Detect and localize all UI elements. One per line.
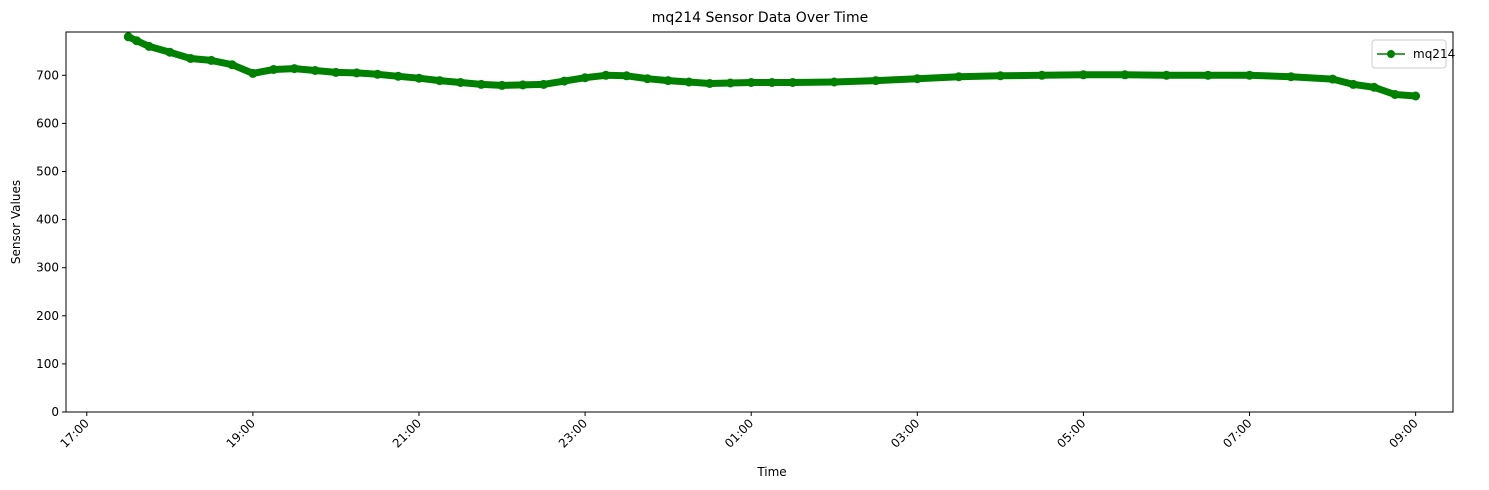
data-point bbox=[1286, 72, 1296, 82]
x-tick-label: 21:00 bbox=[390, 416, 424, 450]
data-point bbox=[1348, 79, 1358, 89]
y-axis: 0 100 200 300 400 500 600 700 bbox=[36, 68, 66, 419]
data-point bbox=[186, 54, 196, 63]
legend-marker-swatch bbox=[1387, 50, 1395, 58]
data-point bbox=[435, 76, 445, 86]
plot-area bbox=[123, 32, 1421, 101]
y-tick-label: 300 bbox=[36, 261, 59, 275]
data-point bbox=[497, 80, 507, 90]
series-markers-mq214 bbox=[123, 32, 1421, 101]
data-point bbox=[476, 79, 486, 89]
data-point bbox=[1390, 90, 1400, 99]
data-point bbox=[767, 78, 777, 87]
data-point bbox=[954, 72, 964, 82]
y-tick-label: 0 bbox=[51, 405, 59, 419]
x-tick-label: 09:00 bbox=[1386, 416, 1420, 450]
x-tick-label: 07:00 bbox=[1220, 416, 1254, 450]
data-point bbox=[144, 41, 154, 51]
x-tick-label: 01:00 bbox=[722, 416, 756, 450]
data-point bbox=[559, 76, 569, 86]
data-point bbox=[1120, 70, 1130, 80]
data-point bbox=[456, 78, 465, 87]
data-point bbox=[725, 78, 735, 88]
chart-title: mq214 Sensor Data Over Time bbox=[652, 10, 868, 26]
data-point bbox=[705, 79, 715, 88]
data-point bbox=[995, 71, 1005, 81]
data-point bbox=[248, 68, 258, 78]
y-tick-label: 200 bbox=[36, 309, 59, 323]
y-tick-label: 700 bbox=[36, 68, 59, 82]
y-tick-label: 600 bbox=[36, 116, 59, 130]
data-point bbox=[1245, 70, 1254, 80]
series-line-mq214 bbox=[124, 33, 1420, 100]
data-point bbox=[663, 76, 673, 86]
data-point bbox=[1328, 74, 1338, 84]
data-point bbox=[518, 80, 528, 90]
data-point bbox=[912, 74, 922, 84]
data-point bbox=[289, 64, 299, 74]
data-point bbox=[352, 68, 362, 78]
data-point bbox=[622, 71, 632, 81]
data-point bbox=[206, 55, 216, 65]
x-tick-label: 05:00 bbox=[1054, 416, 1088, 450]
data-point bbox=[1411, 91, 1421, 101]
data-point bbox=[580, 73, 590, 83]
y-tick-label: 400 bbox=[36, 213, 59, 227]
x-tick-label: 23:00 bbox=[556, 416, 590, 450]
data-point bbox=[269, 65, 279, 74]
data-point bbox=[788, 78, 798, 87]
data-point bbox=[684, 77, 694, 87]
data-point bbox=[132, 36, 142, 46]
data-point bbox=[539, 79, 549, 89]
data-point bbox=[746, 78, 756, 87]
plot-frame bbox=[65, 31, 1454, 413]
data-point bbox=[642, 74, 652, 84]
data-point bbox=[393, 71, 403, 81]
data-point bbox=[165, 47, 175, 57]
data-point bbox=[1078, 70, 1088, 80]
data-point bbox=[414, 73, 424, 83]
legend: mq214 bbox=[1371, 39, 1455, 69]
y-tick-label: 100 bbox=[36, 357, 59, 371]
data-point bbox=[1369, 82, 1379, 92]
y-axis-title: Sensor Values bbox=[9, 180, 23, 264]
x-tick-label: 03:00 bbox=[888, 416, 922, 450]
data-point bbox=[1203, 70, 1213, 80]
data-point bbox=[829, 77, 839, 87]
data-point bbox=[373, 69, 382, 79]
x-axis: 17:00 19:00 21:00 23:00 01:00 03:00 05:00 07:00… bbox=[58, 412, 1421, 451]
data-point bbox=[123, 32, 133, 42]
x-tick-label: 17:00 bbox=[58, 416, 92, 450]
data-point bbox=[227, 60, 237, 70]
legend-frame bbox=[1371, 39, 1447, 69]
data-point bbox=[310, 66, 320, 75]
data-point bbox=[1162, 70, 1171, 80]
legend-label-mq214: mq214 bbox=[1413, 47, 1455, 61]
y-tick-label: 500 bbox=[36, 164, 59, 178]
data-point bbox=[601, 70, 611, 80]
data-point bbox=[331, 67, 341, 77]
data-point bbox=[1037, 70, 1047, 80]
x-tick-label: 19:00 bbox=[224, 416, 258, 450]
data-point bbox=[871, 76, 881, 86]
x-axis-title: Time bbox=[756, 465, 786, 479]
